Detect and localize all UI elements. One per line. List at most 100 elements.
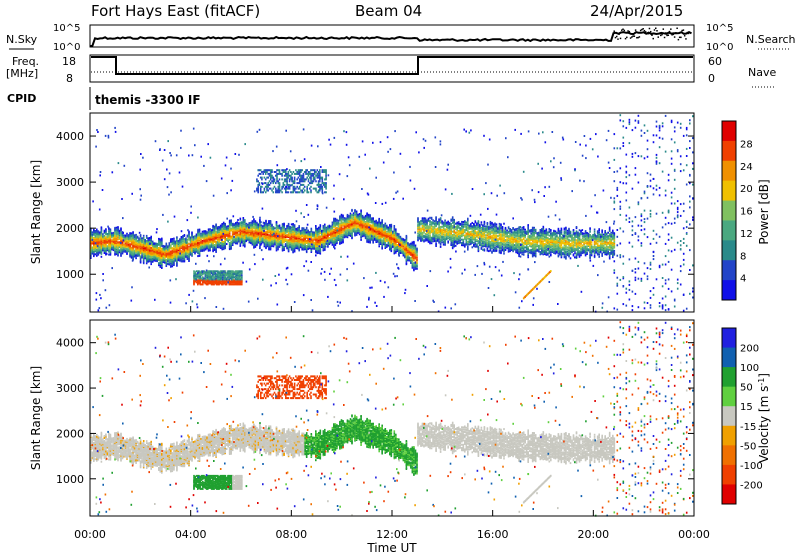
power-cell (100, 250, 103, 253)
power-cell (221, 233, 223, 236)
power-cell (352, 224, 355, 227)
power-cell (185, 240, 187, 243)
power-cell (186, 256, 189, 259)
power-cell (476, 239, 478, 241)
nsearch-point (656, 30, 658, 32)
power-cell (228, 226, 231, 229)
power-cell (141, 254, 143, 257)
power-cell (207, 240, 210, 243)
power-cell (461, 223, 463, 226)
power-cell (129, 237, 131, 240)
power-cell (126, 253, 128, 255)
power-cell (248, 222, 251, 225)
power-cell (262, 235, 264, 238)
power-cell (109, 228, 112, 231)
power-cell (139, 255, 142, 258)
power-cell (129, 243, 131, 246)
power-cell (426, 233, 428, 236)
power-cell (179, 259, 181, 262)
power-cell (364, 217, 367, 220)
noise-trace (89, 27, 692, 48)
power-cell (441, 229, 443, 232)
power-cell (151, 242, 154, 245)
power-cell (399, 235, 402, 238)
power-cell (342, 218, 344, 221)
power-cell (271, 223, 273, 226)
power-cell (165, 258, 168, 261)
power-cell (154, 242, 157, 245)
power-cell (411, 248, 414, 251)
power-cell (439, 234, 442, 237)
power-cell (231, 230, 234, 233)
power-cell (170, 262, 172, 265)
power-cell (339, 226, 341, 229)
power-cell (361, 224, 364, 227)
nsearch-point (653, 29, 656, 31)
power-cell (286, 225, 288, 227)
power-cell (442, 235, 445, 238)
power-cell (103, 252, 106, 254)
power-cell (307, 247, 309, 250)
power-cell (325, 228, 328, 231)
power-cell (241, 221, 243, 224)
power-cell (433, 230, 436, 233)
power-cell (204, 239, 207, 242)
power-cell (117, 236, 119, 239)
power-cell (139, 235, 142, 238)
power-cell (277, 229, 279, 232)
power-cell (456, 231, 458, 234)
power-cell (225, 230, 228, 233)
power-cell (439, 242, 442, 245)
power-cell (197, 242, 199, 244)
power-cell (430, 236, 433, 239)
power-cell (120, 234, 122, 237)
power-cell (151, 240, 154, 243)
power-cell (159, 255, 162, 258)
power-cell (298, 244, 300, 247)
power-cell (159, 254, 162, 257)
power-cell (420, 235, 422, 238)
power-cell (159, 243, 162, 246)
freq-tick-bottom: 8 (66, 72, 73, 85)
power-cell (209, 236, 211, 239)
power-cell (308, 240, 311, 243)
power-cell (102, 243, 104, 246)
power-cell (401, 237, 403, 240)
power-cell (201, 232, 204, 235)
power-cell (215, 240, 217, 243)
power-cell (467, 226, 469, 229)
power-cell (407, 247, 409, 250)
power-cell (336, 239, 338, 242)
power-cell (235, 222, 237, 225)
power-cell (474, 230, 477, 233)
power-cell (198, 248, 201, 251)
power-cell (244, 243, 246, 246)
power-cell (236, 238, 239, 241)
nsearch-point (658, 32, 661, 35)
power-cell (198, 232, 201, 235)
power-cell (372, 233, 374, 236)
nsearch-point (687, 32, 690, 35)
power-cell (360, 212, 362, 215)
power-cell (319, 252, 322, 255)
power-cell (433, 220, 436, 223)
power-cell (123, 243, 125, 246)
power-cell (414, 244, 417, 247)
power-cell (200, 240, 202, 243)
power-cell (352, 212, 355, 215)
power-cell (115, 236, 118, 239)
power-cell (215, 223, 217, 226)
power-cell (462, 225, 465, 228)
power-cell (427, 234, 430, 237)
power-cell (302, 244, 305, 247)
power-cell (456, 225, 458, 227)
power-cell (450, 223, 452, 225)
power-cell (467, 243, 469, 246)
power-cell (176, 239, 178, 242)
power-cell (269, 225, 272, 228)
power-cell (275, 226, 278, 229)
power-cell (150, 261, 152, 263)
power-cell (219, 244, 222, 247)
power-cell (435, 228, 437, 231)
power-cell (462, 234, 465, 237)
